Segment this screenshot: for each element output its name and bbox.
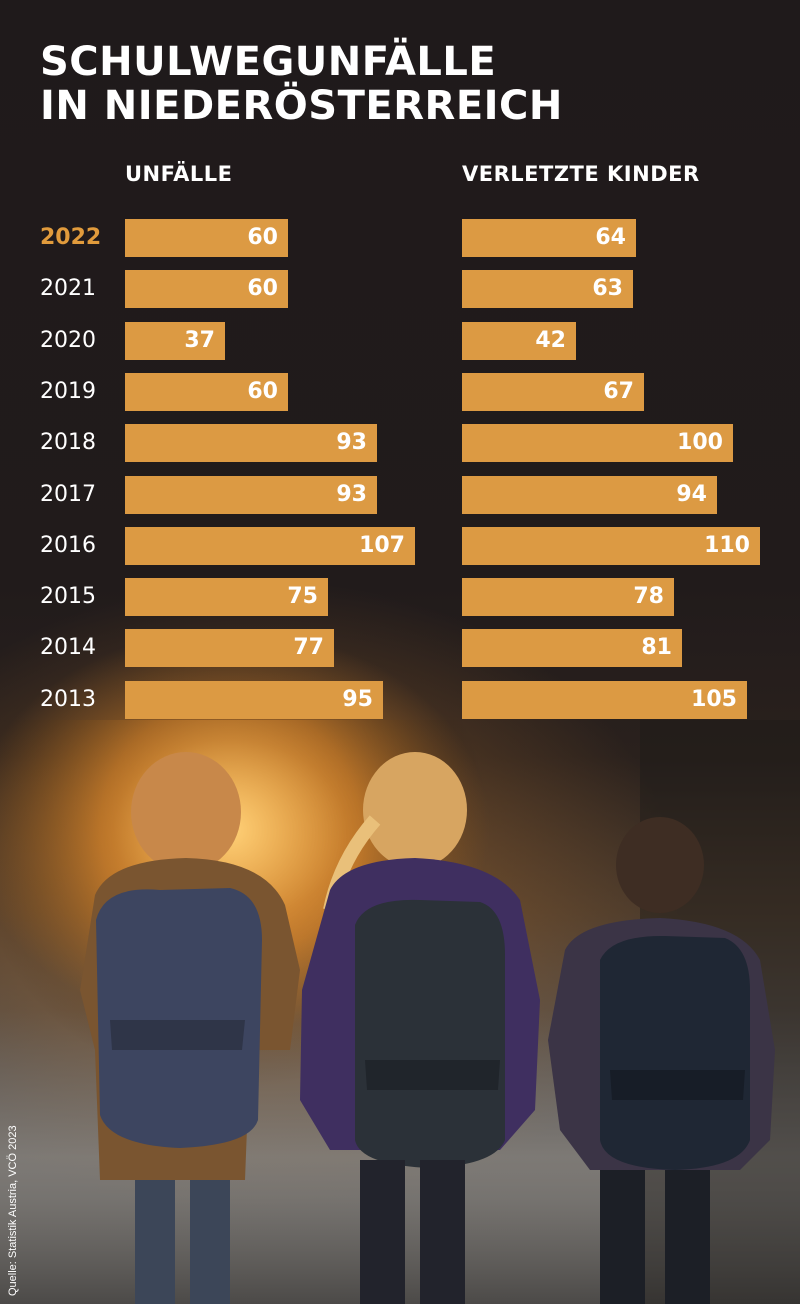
child-right: [548, 817, 775, 1304]
year-label-2014: 2014: [40, 635, 96, 660]
year-label-2019: 2019: [40, 379, 96, 404]
accidents-bar-2013: 95: [125, 681, 383, 719]
year-label-2021: 2021: [40, 276, 96, 301]
bar-value-label: 42: [535, 328, 566, 353]
injured-bar-2020: 42: [462, 322, 576, 360]
bar-value-label: 95: [342, 687, 373, 712]
injured-bar-2016: 110: [462, 527, 760, 565]
bar-value-label: 110: [704, 533, 750, 558]
injured-bar-2022: 64: [462, 219, 636, 257]
accidents-bar-2022: 60: [125, 219, 288, 257]
bar-value-label: 63: [592, 276, 623, 301]
year-label-2015: 2015: [40, 584, 96, 609]
page-title: SCHULWEGUNFÄLLE IN NIEDERÖSTERREICH: [40, 40, 563, 128]
injured-bar-2013: 105: [462, 681, 747, 719]
child-left: [80, 752, 300, 1304]
injured-bar-2017: 94: [462, 476, 717, 514]
injured-bar-2015: 78: [462, 578, 674, 616]
year-label-2022: 2022: [40, 225, 102, 250]
accidents-bar-2020: 37: [125, 322, 225, 360]
accidents-bar-2018: 93: [125, 424, 377, 462]
injured-bar-2021: 63: [462, 270, 633, 308]
bar-value-label: 67: [603, 379, 634, 404]
children-photo: [0, 720, 800, 1304]
chart-title-injured-children: VERLETZTE KINDER: [462, 162, 700, 186]
injured-bar-2014: 81: [462, 629, 682, 667]
injured-bar-2019: 67: [462, 373, 644, 411]
source-note: Quelle: Statistik Austria, VCÖ 2023: [7, 1125, 19, 1296]
bar-value-label: 60: [247, 379, 278, 404]
bar-value-label: 107: [359, 533, 405, 558]
year-label-2018: 2018: [40, 430, 96, 455]
chart-title-accidents: UNFÄLLE: [125, 162, 233, 186]
bar-value-label: 94: [676, 482, 707, 507]
bar-value-label: 37: [184, 328, 215, 353]
title-line-2: IN NIEDERÖSTERREICH: [40, 83, 563, 129]
bar-value-label: 60: [247, 225, 278, 250]
year-label-2013: 2013: [40, 687, 96, 712]
bar-value-label: 93: [336, 430, 367, 455]
bar-value-label: 93: [336, 482, 367, 507]
year-label-2017: 2017: [40, 482, 96, 507]
accidents-bar-2015: 75: [125, 578, 328, 616]
accidents-bar-2014: 77: [125, 629, 334, 667]
child-middle: [300, 752, 540, 1304]
accidents-bar-2021: 60: [125, 270, 288, 308]
bar-value-label: 81: [641, 635, 672, 660]
accidents-bar-2016: 107: [125, 527, 415, 565]
bar-value-label: 100: [677, 430, 723, 455]
bar-value-label: 77: [293, 635, 324, 660]
accidents-bar-2019: 60: [125, 373, 288, 411]
year-label-2016: 2016: [40, 533, 96, 558]
bar-value-label: 75: [287, 584, 318, 609]
title-line-1: SCHULWEGUNFÄLLE: [40, 39, 497, 85]
accidents-bar-2017: 93: [125, 476, 377, 514]
year-label-2020: 2020: [40, 328, 96, 353]
bar-value-label: 64: [595, 225, 626, 250]
injured-bar-2018: 100: [462, 424, 733, 462]
bar-value-label: 78: [633, 584, 664, 609]
bar-value-label: 60: [247, 276, 278, 301]
bar-value-label: 105: [691, 687, 737, 712]
